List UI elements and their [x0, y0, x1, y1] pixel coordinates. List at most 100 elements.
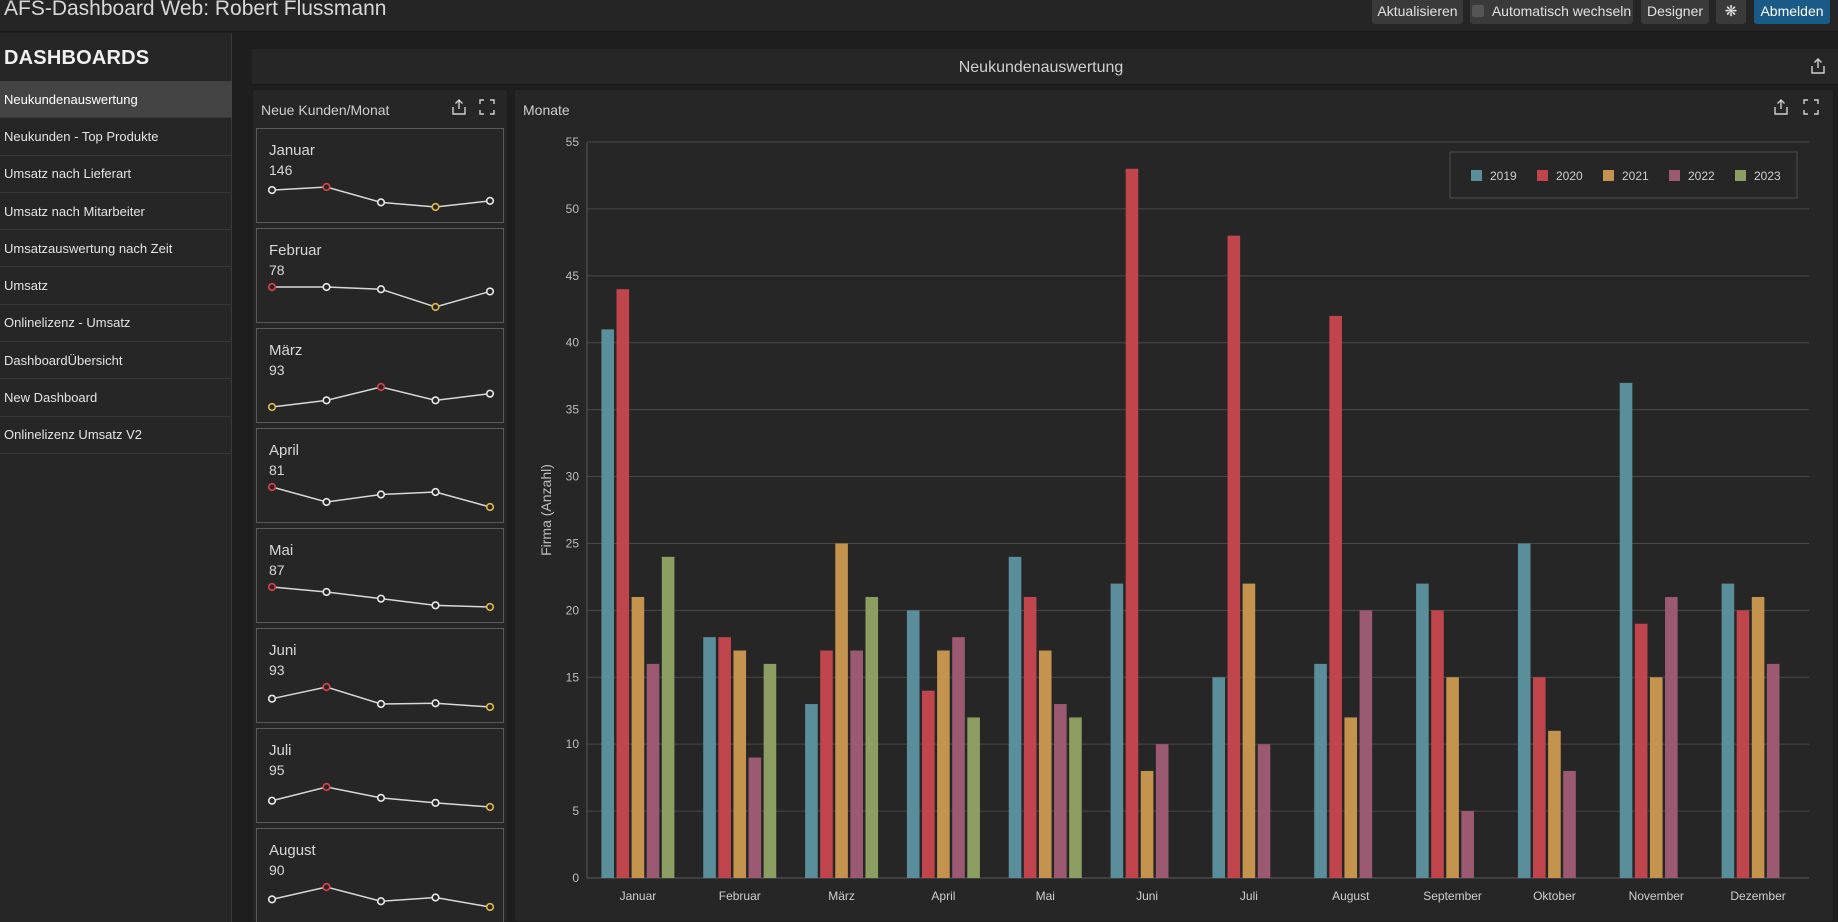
- kpi-card-value: 95: [269, 762, 285, 778]
- y-axis-label: Firma (Anzahl): [538, 464, 554, 556]
- kpi-card-list: Januar 146 Februar 78 März 93 April 81 Mai 87 Juni…: [256, 128, 504, 922]
- legend-item[interactable]: 2019: [1471, 169, 1517, 183]
- bar[interactable]: [1069, 717, 1082, 878]
- bar[interactable]: [906, 610, 920, 878]
- bar[interactable]: [601, 329, 615, 878]
- bar[interactable]: [1563, 770, 1576, 878]
- bar[interactable]: [865, 596, 879, 878]
- bar[interactable]: [1008, 556, 1022, 878]
- bar[interactable]: [1344, 717, 1358, 878]
- bar[interactable]: [1242, 583, 1256, 878]
- bar[interactable]: [805, 704, 818, 878]
- sidebar-item[interactable]: Neukunden - Top Produkte: [0, 118, 232, 156]
- bar[interactable]: [718, 637, 731, 878]
- kpi-card-value: 90: [269, 862, 285, 878]
- sidebar-item-label: Umsatz nach Lieferart: [4, 166, 132, 182]
- sidebar-item[interactable]: New Dashboard: [0, 379, 232, 417]
- legend-item[interactable]: 2020: [1537, 169, 1583, 183]
- kpi-card[interactable]: Mai 87: [256, 528, 504, 623]
- bar[interactable]: [616, 289, 630, 878]
- legend-item[interactable]: 2022: [1669, 169, 1715, 183]
- refresh-button[interactable]: Aktualisieren: [1372, 0, 1463, 24]
- bar[interactable]: [1038, 650, 1052, 878]
- bar[interactable]: [1110, 583, 1124, 878]
- y-tick-label: 50: [566, 202, 580, 216]
- bar[interactable]: [952, 637, 965, 878]
- bar[interactable]: [1619, 382, 1633, 878]
- designer-button[interactable]: Designer: [1641, 0, 1709, 24]
- export-icon[interactable]: [450, 98, 468, 116]
- bar[interactable]: [1431, 610, 1444, 878]
- bar[interactable]: [763, 663, 777, 878]
- bar[interactable]: [820, 650, 833, 878]
- bar[interactable]: [748, 757, 762, 878]
- bar[interactable]: [1517, 543, 1531, 878]
- bar[interactable]: [631, 596, 645, 878]
- logout-button[interactable]: Abmelden: [1754, 0, 1830, 24]
- bar[interactable]: [646, 663, 660, 878]
- export-icon[interactable]: [1772, 98, 1790, 116]
- bar[interactable]: [1721, 583, 1735, 878]
- legend-item[interactable]: 2023: [1735, 169, 1781, 183]
- bar[interactable]: [1649, 677, 1663, 878]
- bar[interactable]: [1212, 677, 1226, 878]
- sidebar-item[interactable]: DashboardÜbersicht: [0, 342, 232, 380]
- bar[interactable]: [1766, 663, 1780, 878]
- kpi-card[interactable]: März 93: [256, 328, 504, 423]
- kpi-card[interactable]: Januar 146: [256, 128, 504, 223]
- bar[interactable]: [1227, 235, 1241, 878]
- fullscreen-icon[interactable]: [1802, 98, 1820, 116]
- bar[interactable]: [1461, 811, 1474, 878]
- bar[interactable]: [1751, 596, 1765, 878]
- bar[interactable]: [1416, 583, 1429, 878]
- kpi-card[interactable]: Juli 95: [256, 728, 504, 823]
- checkbox-icon[interactable]: [1471, 5, 1484, 17]
- kpi-card-value: 87: [269, 562, 285, 578]
- bar[interactable]: [703, 637, 716, 878]
- bar[interactable]: [1548, 730, 1561, 878]
- bar[interactable]: [1665, 596, 1678, 878]
- kpi-card[interactable]: Juni 93: [256, 628, 504, 723]
- chart-panel: Monate 0 5 10 15 20 25 30 35 40 45 50 55 Firma (Anza…: [514, 89, 1834, 922]
- legend-item[interactable]: 2021: [1603, 169, 1649, 183]
- sidebar-item[interactable]: Umsatzauswertung nach Zeit: [0, 230, 232, 268]
- sparkline-point: [485, 602, 495, 612]
- bar[interactable]: [1634, 623, 1648, 878]
- bar[interactable]: [1446, 677, 1459, 878]
- bar[interactable]: [1257, 744, 1271, 878]
- export-icon[interactable]: [1809, 57, 1827, 75]
- bar[interactable]: [1736, 610, 1750, 878]
- sparkline-point: [485, 702, 495, 712]
- fullscreen-icon[interactable]: [478, 98, 496, 116]
- auto-switch-toggle[interactable]: Automatisch wechseln: [1470, 0, 1633, 24]
- bar[interactable]: [1359, 610, 1373, 878]
- bar[interactable]: [835, 543, 848, 878]
- bar[interactable]: [1140, 770, 1154, 878]
- sidebar-item[interactable]: Neukundenauswertung: [0, 81, 232, 119]
- bar[interactable]: [1023, 596, 1037, 878]
- y-tick-label: 0: [572, 871, 579, 885]
- kpi-card[interactable]: April 81: [256, 428, 504, 523]
- bar[interactable]: [1533, 677, 1546, 878]
- sidebar-item[interactable]: Umsatz nach Mitarbeiter: [0, 193, 232, 231]
- sidebar-item[interactable]: Onlinelizenz Umsatz V2: [0, 417, 232, 454]
- bar[interactable]: [850, 650, 863, 878]
- bar[interactable]: [937, 650, 950, 878]
- y-tick-label: 25: [566, 536, 580, 550]
- bar[interactable]: [922, 690, 935, 878]
- bar[interactable]: [1054, 704, 1067, 878]
- kpi-card[interactable]: August 90: [256, 828, 504, 922]
- bar[interactable]: [661, 556, 675, 878]
- bar[interactable]: [1314, 663, 1327, 878]
- bar[interactable]: [1125, 168, 1139, 878]
- sidebar-item[interactable]: Onlinelizenz - Umsatz: [0, 305, 232, 343]
- kpi-card[interactable]: Februar 78: [256, 228, 504, 323]
- bar[interactable]: [967, 717, 980, 878]
- bar[interactable]: [733, 650, 747, 878]
- bar[interactable]: [1329, 315, 1342, 878]
- bar[interactable]: [1155, 744, 1169, 878]
- sparkline-point: [322, 682, 331, 692]
- sidebar-item[interactable]: Umsatz nach Lieferart: [0, 156, 232, 193]
- sidebar-item[interactable]: Umsatz: [0, 267, 232, 305]
- settings-button[interactable]: ❋: [1716, 0, 1746, 24]
